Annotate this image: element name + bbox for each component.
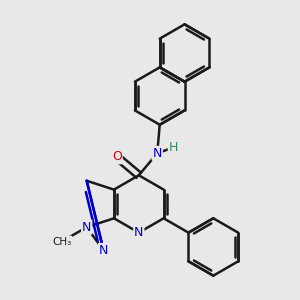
Text: N: N [152, 147, 162, 160]
Text: H: H [169, 141, 178, 154]
Text: O: O [112, 150, 122, 163]
Text: N: N [82, 221, 92, 234]
Text: N: N [99, 244, 108, 257]
Text: N: N [134, 226, 143, 239]
Text: CH₃: CH₃ [52, 236, 71, 247]
